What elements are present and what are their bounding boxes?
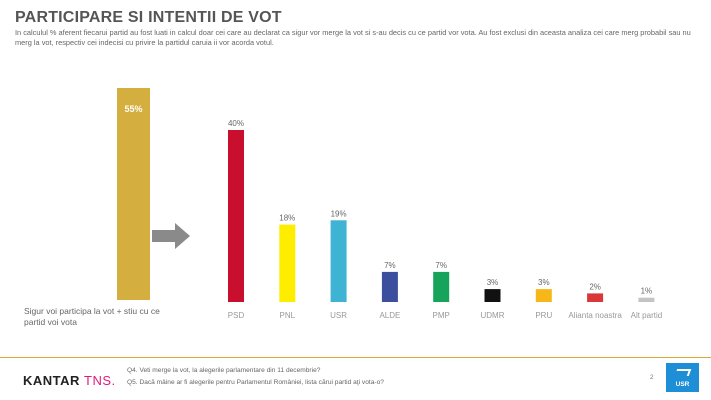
value-label-alt-partid: 1% [641, 287, 653, 296]
participation-bar [117, 88, 150, 300]
category-label-pru: PRU [535, 311, 552, 320]
category-label-alt-partid: Alt partid [631, 311, 663, 320]
category-label-alde: ALDE [379, 311, 400, 320]
brand-kantar: KANTAR [23, 373, 80, 388]
category-label-pnl: PNL [280, 311, 296, 320]
brand-tns: TNS. [84, 373, 116, 388]
bar-psd [228, 130, 244, 302]
value-label-udmr: 3% [487, 278, 499, 287]
bar-udmr [484, 289, 501, 302]
kantar-tns-logo: KANTAR TNS. [23, 373, 116, 388]
question-q4: Q4. Veti merge la vot, la alegerile parl… [127, 367, 321, 374]
value-label-usr: 19% [331, 209, 347, 218]
arrow-right-icon [152, 223, 190, 249]
category-label-usr: USR [330, 311, 347, 320]
bar-pmp [433, 271, 450, 302]
category-label-alianta-noastra: Alianta noastra [568, 311, 622, 320]
value-label-psd: 40% [228, 119, 244, 128]
footer-divider [0, 357, 711, 358]
value-label-pnl: 18% [279, 214, 295, 223]
value-label-alianta-noastra: 2% [589, 282, 601, 291]
usr-logo-text: USR [675, 381, 690, 388]
participation-value-label: 55% [124, 104, 143, 114]
value-label-alde: 7% [384, 261, 396, 270]
value-label-pmp: 7% [435, 261, 447, 270]
page-number: 2 [650, 374, 654, 381]
party-vote-chart: 40% PSD 18% PNL 19% USR 7% ALDE 7% PMP 3% UDMR 3% PRU… [228, 119, 663, 320]
bar-alt-partid [638, 297, 655, 302]
page-subtitle: In calculul % aferent fiecarui partid au… [15, 28, 691, 47]
bar-usr [330, 220, 347, 302]
bar-pru [535, 289, 552, 302]
page-title: PARTICIPARE SI INTENTII DE VOT [15, 9, 282, 26]
bar-alianta-noastra [587, 293, 604, 302]
question-q5: Q5. Dacă mâine ar fi alegerile pentru Pa… [127, 379, 384, 386]
category-label-pmp: PMP [433, 311, 450, 320]
usr-logo: USR [666, 363, 699, 392]
category-label-udmr: UDMR [481, 311, 505, 320]
bar-pnl [279, 224, 296, 302]
usr-logo-mark-icon [674, 369, 692, 376]
category-label-psd: PSD [228, 311, 245, 320]
value-label-pru: 3% [538, 278, 550, 287]
participation-caption: Sigur voi participa la vot + stiu cu ce … [24, 306, 160, 327]
bar-alde [381, 271, 398, 302]
